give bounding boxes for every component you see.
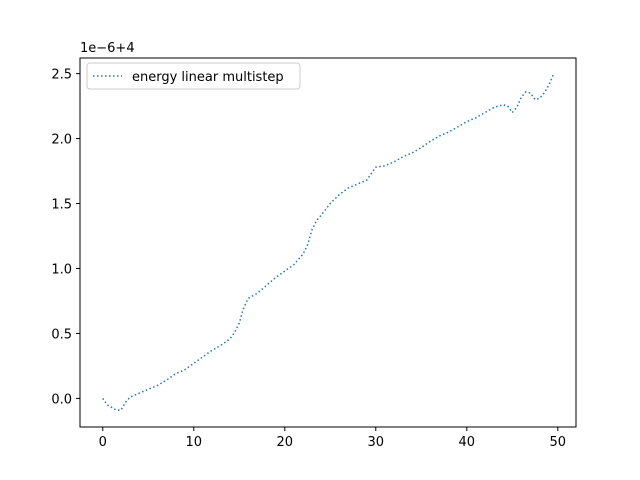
- y-tick-label: 1.0: [51, 262, 72, 277]
- x-tick-label: 10: [185, 435, 202, 450]
- axes-frame: [79, 57, 577, 428]
- y-tick-label: 1.5: [51, 198, 72, 213]
- legend: energy linear multistep: [86, 62, 301, 90]
- y-tick-label: 2.5: [51, 68, 72, 83]
- y-offset-text: 1e−6+4: [80, 41, 135, 56]
- y-tick-label: 0.0: [51, 392, 72, 407]
- x-tick-label: 50: [550, 435, 567, 450]
- x-tick-label: 0: [99, 435, 107, 450]
- legend-box: [86, 62, 301, 90]
- x-tick-label: 40: [459, 435, 476, 450]
- legend-label: energy linear multistep: [132, 70, 284, 85]
- x-tick-label: 30: [368, 435, 385, 450]
- y-tick-label: 0.5: [51, 327, 72, 342]
- y-axis: 0.0 0.5 1.0 1.5 2.0 2.5: [51, 68, 80, 407]
- y-tick-label: 2.0: [51, 133, 72, 148]
- x-tick-label: 20: [276, 435, 293, 450]
- x-axis: 0 10 20 30 40 50: [99, 427, 566, 450]
